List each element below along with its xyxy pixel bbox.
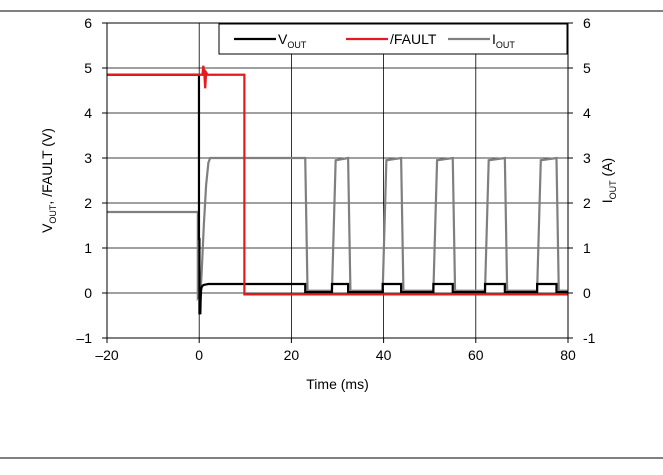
y-axis-title-right-rest: (A) xyxy=(599,158,615,181)
series-line-iout xyxy=(107,156,568,302)
y-axis-title-right-sub: OUT xyxy=(608,180,618,200)
y-tick-label-right: 3 xyxy=(583,150,591,166)
y-tick-label-left: 4 xyxy=(84,105,92,121)
x-tick-label: –20 xyxy=(95,347,119,363)
y-axis-title-right: IOUT (A) xyxy=(599,158,618,203)
grid-lines xyxy=(107,23,568,338)
tick-labels: –20 0 20 40 60 80 –1 -1 0 0 1 1 2 2 3 3 4 4 5 5 6 6 xyxy=(76,15,595,363)
series-lines xyxy=(107,65,568,315)
legend-box xyxy=(218,23,568,55)
legend-label-sub: OUT xyxy=(287,40,307,50)
legend-label-vout: VOUT xyxy=(278,31,307,50)
x-tick-label: 60 xyxy=(468,347,484,363)
series-line-fault xyxy=(107,65,568,296)
y-tick-label-right: 5 xyxy=(583,60,591,76)
y-tick-label-right: 2 xyxy=(583,195,591,211)
legend-label-main: I xyxy=(492,31,496,47)
x-tick-label: 40 xyxy=(376,347,392,363)
series-line-vout xyxy=(107,73,568,315)
y-tick-label-left: 3 xyxy=(84,150,92,166)
y-tick-label-right: 6 xyxy=(583,15,591,31)
y-tick-label-left: 0 xyxy=(84,285,92,301)
y-tick-label-left: 1 xyxy=(84,240,92,256)
y-tick-label-left: 5 xyxy=(84,60,92,76)
legend-label-sub: OUT xyxy=(496,40,516,50)
legend-label-main: V xyxy=(278,31,288,47)
y-axis-title-left: VOUT, /FAULT (V) xyxy=(39,128,58,233)
x-tick-label: 80 xyxy=(560,347,576,363)
y-tick-label-right: 0 xyxy=(583,285,591,301)
y-tick-label-right: 4 xyxy=(583,105,591,121)
legend-label-main: /FAULT xyxy=(390,31,437,47)
y-tick-label-left: 2 xyxy=(84,195,92,211)
y-tick-label-right: -1 xyxy=(583,330,596,346)
y-tick-label-left: –1 xyxy=(76,330,92,346)
y-axis-title-left-sub: OUT xyxy=(48,204,58,224)
legend-label-iout: IOUT xyxy=(492,31,515,50)
y-tick-label-right: 1 xyxy=(583,240,591,256)
y-axis-title-left-main: V xyxy=(39,223,55,233)
x-axis-title: Time (ms) xyxy=(306,376,368,392)
tick-marks xyxy=(102,22,573,343)
plot-area-frame xyxy=(106,22,569,339)
legend: VOUT/FAULT IOUT xyxy=(218,23,568,55)
y-tick-label-left: 6 xyxy=(84,15,92,31)
x-tick-label: 0 xyxy=(195,347,203,363)
x-tick-label: 20 xyxy=(284,347,300,363)
y-axis-title-left-rest: , /FAULT (V) xyxy=(39,128,55,205)
legend-label-fault: /FAULT xyxy=(390,31,437,47)
y-axis-title-right-main: I xyxy=(599,199,615,203)
